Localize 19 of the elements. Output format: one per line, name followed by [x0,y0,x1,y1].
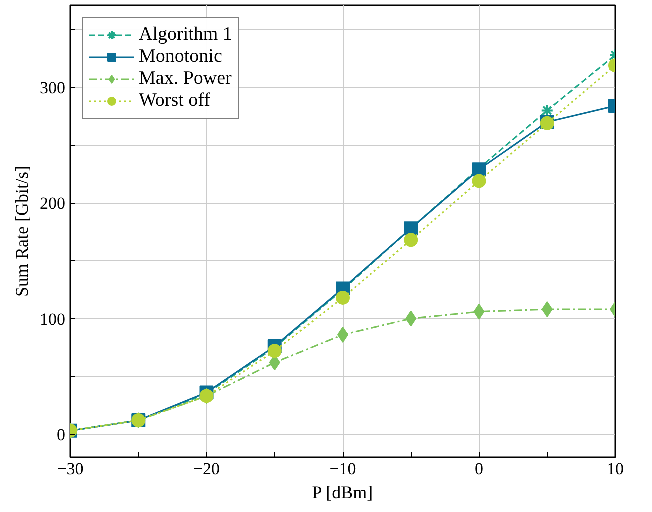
y-tick-label: 0 [57,425,66,444]
y-tick-label: 200 [40,194,66,214]
x-axis-title: P [dBm] [312,482,374,502]
point [472,174,486,188]
x-tick-label: −30 [57,460,84,478]
point [336,290,350,305]
x-tick-label: −10 [330,460,356,478]
legend-label: Monotonic [139,46,222,68]
legend-label: Algorithm 1 [139,24,232,46]
y-tick-label: 300 [40,78,66,98]
point [404,233,418,248]
legend-label: Max. Power [139,68,232,90]
y-axis-title: Sum Rate [Gbit/s] [12,166,32,297]
y-tick-label: 100 [40,310,66,329]
point [268,344,282,358]
x-tick-label: −20 [193,460,220,478]
x-tick-label: 0 [475,460,484,478]
x-tick-label: 10 [607,460,624,478]
legend-label: Worst off [139,90,210,112]
